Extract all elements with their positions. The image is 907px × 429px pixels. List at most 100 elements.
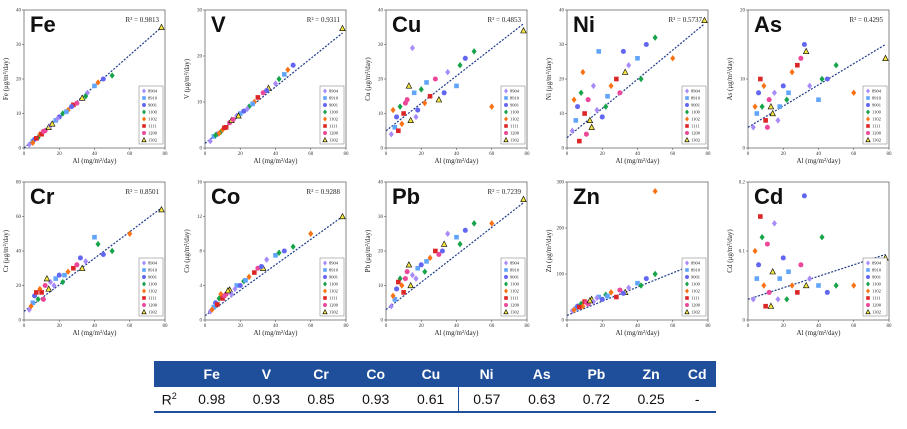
x-tick-label: 60 xyxy=(489,324,495,329)
data-point xyxy=(95,79,101,86)
data-point xyxy=(422,268,428,275)
legend-entry: 8910 xyxy=(691,96,701,101)
data-point xyxy=(436,251,442,257)
data-point xyxy=(769,268,776,275)
legend-marker xyxy=(685,116,689,122)
legend-entry: 1100 xyxy=(691,110,701,115)
element-label: Zn xyxy=(573,184,600,209)
data-point xyxy=(588,123,595,130)
data-point xyxy=(109,72,115,79)
data-point xyxy=(35,296,41,303)
legend-marker xyxy=(142,288,146,294)
data-point xyxy=(752,103,758,110)
data-point xyxy=(158,23,165,30)
scatter-panel-cd: 0 20 40 60 80 0 0.1 0.2 Al (mg/m²/day) Cd (μg/m²/… xyxy=(726,181,892,337)
x-tick-label: 40 xyxy=(635,152,641,157)
legend-marker xyxy=(504,116,508,122)
data-point xyxy=(786,269,791,274)
r-squared-label: R² = 0.8501 xyxy=(126,188,160,196)
data-point xyxy=(39,131,44,137)
data-point xyxy=(754,276,760,281)
data-point xyxy=(290,62,296,68)
y-tick-label: 40 xyxy=(378,9,384,14)
y-tick-label: 12 xyxy=(197,215,203,220)
r-letter: R xyxy=(161,391,172,408)
y-tick-label: 10 xyxy=(16,112,22,117)
legend-marker xyxy=(504,288,508,294)
data-point xyxy=(285,66,291,74)
y-tick-label: 10 xyxy=(197,101,203,106)
data-point xyxy=(575,104,581,110)
x-tick-label: 60 xyxy=(670,324,676,329)
data-point xyxy=(489,220,495,227)
legend-marker xyxy=(323,124,327,128)
data-point xyxy=(402,100,408,106)
data-point xyxy=(392,125,398,130)
legend-marker xyxy=(866,103,870,107)
legend-marker xyxy=(866,260,870,266)
data-point xyxy=(399,120,405,128)
data-point xyxy=(652,187,658,195)
data-point xyxy=(424,80,429,85)
data-point xyxy=(51,282,57,289)
data-point xyxy=(643,41,649,48)
data-point xyxy=(308,230,314,237)
data-point xyxy=(390,292,396,300)
legend-entry: 9001 xyxy=(691,103,700,108)
legend-entry: 8904 xyxy=(872,261,882,266)
table-cell: - xyxy=(678,387,716,413)
legend-entry: 1302 xyxy=(691,310,700,315)
data-point xyxy=(594,106,600,114)
data-point xyxy=(409,44,415,52)
legend-marker xyxy=(503,309,509,315)
data-point xyxy=(756,262,762,268)
legend-entry: 1200 xyxy=(872,131,882,136)
data-point xyxy=(83,93,89,100)
data-point xyxy=(819,233,825,241)
y-axis-label: V (μg/m²/day) xyxy=(183,58,191,99)
x-axis-label: Al (mg/m²/day) xyxy=(435,329,480,337)
data-point xyxy=(605,93,610,99)
legend-marker xyxy=(866,131,870,135)
legend-entry: 1100 xyxy=(329,110,339,115)
table-header-cell: Cd xyxy=(678,361,716,387)
data-point xyxy=(396,128,401,134)
data-point xyxy=(775,296,781,303)
data-point xyxy=(617,287,623,293)
data-point xyxy=(39,290,44,295)
data-point xyxy=(53,118,59,123)
data-point xyxy=(415,265,421,271)
x-tick-label: 80 xyxy=(706,152,712,157)
data-point xyxy=(583,131,589,137)
legend-marker xyxy=(504,124,508,128)
trend-line xyxy=(747,253,886,300)
data-point xyxy=(802,281,810,289)
data-point xyxy=(258,263,264,270)
y-tick-label: 20 xyxy=(740,9,746,14)
y-tick-label: 0 xyxy=(19,319,22,324)
x-axis-label: Al (mg/m²/day) xyxy=(254,157,299,165)
data-point xyxy=(758,214,763,219)
data-point xyxy=(577,304,582,310)
data-point xyxy=(851,89,857,97)
x-tick-label: 0 xyxy=(23,324,26,329)
legend-entry: 1200 xyxy=(691,131,701,136)
table-cell: 0.93 xyxy=(239,387,294,413)
legend-marker xyxy=(142,296,146,300)
data-point xyxy=(764,124,770,130)
data-point xyxy=(766,289,772,295)
x-tick-label: 0 xyxy=(566,152,569,157)
data-point xyxy=(763,118,768,123)
legend-entry: 1302 xyxy=(329,310,338,315)
r-squared-summary-table: Fe V Cr Co Cu Ni As Pb Zn Cd R2 0.98 0.9… xyxy=(154,361,716,413)
x-tick-label: 40 xyxy=(816,324,822,329)
y-axis-label: Ni (μg/m²/day) xyxy=(545,57,553,100)
x-tick-label: 40 xyxy=(92,324,98,329)
y-tick-label: 0.2 xyxy=(739,181,746,186)
data-point xyxy=(599,296,605,302)
legend-entry: 1102 xyxy=(872,289,881,294)
y-tick-label: 40 xyxy=(16,9,22,14)
y-tick-label: 8 xyxy=(200,250,203,255)
